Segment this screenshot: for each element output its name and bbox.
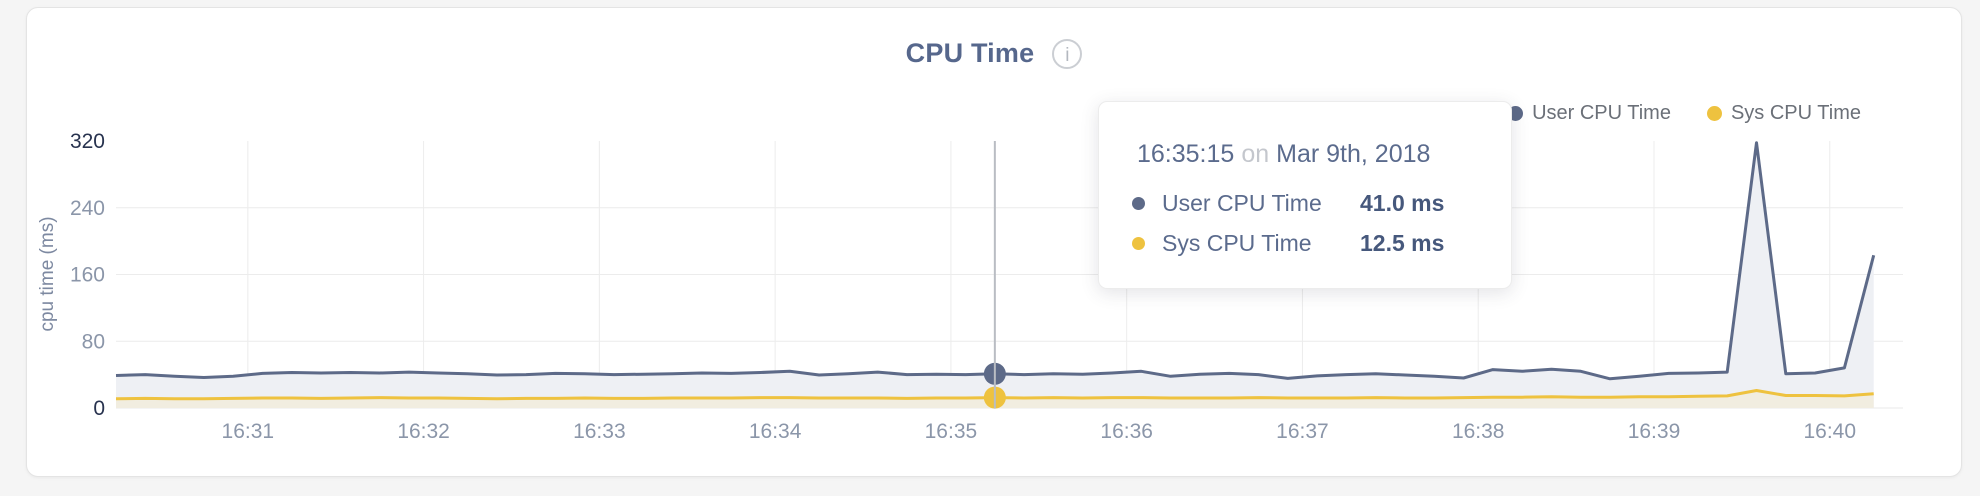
tooltip-title: 16:35:15 on Mar 9th, 2018 — [1137, 140, 1511, 169]
legend-sys-dot-icon — [1706, 106, 1722, 121]
legend-item-sys[interactable]: Sys CPU Time — [1706, 102, 1861, 125]
x-tick-16:33: 16:33 — [573, 420, 626, 443]
y-tick-320: 320 — [70, 130, 105, 153]
tooltip-user-label: User CPU Time — [1162, 189, 1322, 216]
x-tick-16:35: 16:35 — [925, 420, 978, 443]
tooltip-user-dot-icon — [1132, 196, 1145, 210]
x-tick-16:40: 16:40 — [1803, 420, 1856, 443]
legend-item-user[interactable]: User CPU Time — [1508, 102, 1671, 125]
tooltip-row-user: User CPU Time 41.0 ms — [1132, 190, 1511, 216]
tooltip-connector: on — [1241, 140, 1270, 168]
chart-title: CPU Time — [905, 38, 1035, 68]
y-tick-240: 240 — [70, 197, 105, 220]
x-tick-16:39: 16:39 — [1628, 420, 1681, 443]
cpu-time-card: CPU Time i 0 80 160 240 320 16:31 16:32 16:33 16… — [26, 7, 1962, 477]
x-tick-16:32: 16:32 — [397, 420, 450, 443]
tooltip-user-value: 41.0 ms — [1360, 189, 1445, 216]
x-tick-16:34: 16:34 — [749, 420, 802, 443]
tooltip-sys-dot-icon — [1132, 236, 1145, 250]
y-axis-title: cpu time (ms) — [37, 216, 58, 331]
x-tick-16:38: 16:38 — [1452, 420, 1505, 443]
chart-tooltip: 16:35:15 on Mar 9th, 2018 User CPU Time 41… — [1098, 101, 1512, 289]
legend-user-label: User CPU Time — [1532, 102, 1671, 124]
tooltip-sys-value: 12.5 ms — [1360, 229, 1445, 256]
info-icon[interactable]: i — [1052, 38, 1083, 69]
x-tick-16:36: 16:36 — [1100, 420, 1153, 443]
user-cpu-area — [116, 142, 1874, 408]
legend-sys-label: Sys CPU Time — [1730, 102, 1861, 124]
card-header: CPU Time i — [27, 38, 1961, 69]
cpu-time-chart[interactable]: 0 80 160 240 320 16:31 16:32 16:33 16:34 16:35 16:… — [27, 8, 1963, 478]
y-tick-160: 160 — [70, 264, 105, 287]
tooltip-time: 16:35:15 — [1137, 140, 1235, 168]
tooltip-row-sys: Sys CPU Time 12.5 ms — [1132, 230, 1511, 256]
x-tick-16:31: 16:31 — [222, 420, 275, 443]
tooltip-sys-label: Sys CPU Time — [1162, 229, 1312, 256]
tooltip-date: Mar 9th, 2018 — [1276, 140, 1431, 168]
y-tick-80: 80 — [82, 330, 105, 353]
y-tick-0: 0 — [93, 397, 105, 420]
legend: User CPU Time Sys CPU Time — [1508, 102, 1861, 125]
x-tick-16:37: 16:37 — [1276, 420, 1329, 443]
